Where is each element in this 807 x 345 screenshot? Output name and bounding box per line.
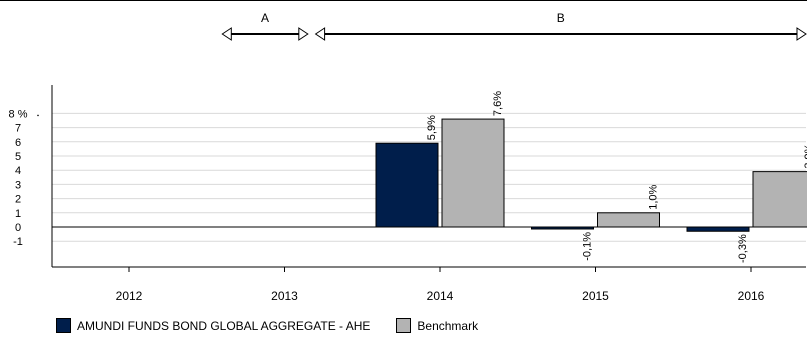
data-label: 1,0% — [648, 185, 660, 210]
data-label: 7,6% — [492, 91, 504, 116]
x-tick-label: 2015 — [582, 289, 609, 303]
y-tick-label: 7 — [15, 123, 21, 135]
bar-benchmark — [752, 171, 807, 228]
x-tick-label: 2013 — [271, 289, 298, 303]
y-tick-label: 8 % — [9, 108, 28, 120]
legend-swatch-fund — [56, 318, 71, 333]
bar-benchmark — [441, 118, 505, 228]
period-arrow-left-head — [314, 27, 326, 41]
bar-fund — [686, 226, 750, 232]
legend-item-benchmark: Benchmark — [396, 318, 478, 333]
y-tick-label: 2 — [15, 194, 21, 206]
x-tick-label: 2016 — [738, 289, 765, 303]
period-arrow-left-head — [221, 27, 232, 41]
x-tick-label: 2012 — [116, 289, 143, 303]
data-label: 5,9% — [426, 115, 438, 140]
period-arrow-right-head — [298, 27, 309, 41]
y-tick-label: 0 — [15, 222, 21, 234]
y-tick-label: 3 — [15, 179, 21, 191]
y-tick-label: 5 — [15, 151, 21, 163]
y-tick-label: 6 — [15, 137, 21, 149]
data-label: -0,1% — [582, 232, 594, 261]
legend: AMUNDI FUNDS BOND GLOBAL AGGREGATE - AHE… — [56, 318, 504, 333]
bar-benchmark — [597, 212, 660, 228]
y-tick-label: 4 — [15, 165, 21, 177]
legend-item-fund: AMUNDI FUNDS BOND GLOBAL AGGREGATE - AHE — [56, 318, 370, 333]
legend-label-fund: AMUNDI FUNDS BOND GLOBAL AGGREGATE - AHE — [77, 318, 371, 333]
data-label: 3,9% — [803, 143, 807, 168]
legend-swatch-benchmark — [396, 318, 412, 333]
y-tick-label: 1 — [15, 208, 21, 220]
period-arrow-right-head — [796, 27, 807, 41]
legend-label-benchmark: Benchmark — [417, 318, 479, 333]
x-tick-label: 2014 — [427, 289, 454, 303]
bar-fund — [375, 142, 439, 228]
period-label: A — [261, 11, 269, 25]
y-tick-label: -1 — [13, 236, 23, 248]
y-tick-dot — [37, 114, 39, 117]
period-label: B — [557, 11, 565, 25]
data-label: -0,3% — [737, 234, 749, 263]
